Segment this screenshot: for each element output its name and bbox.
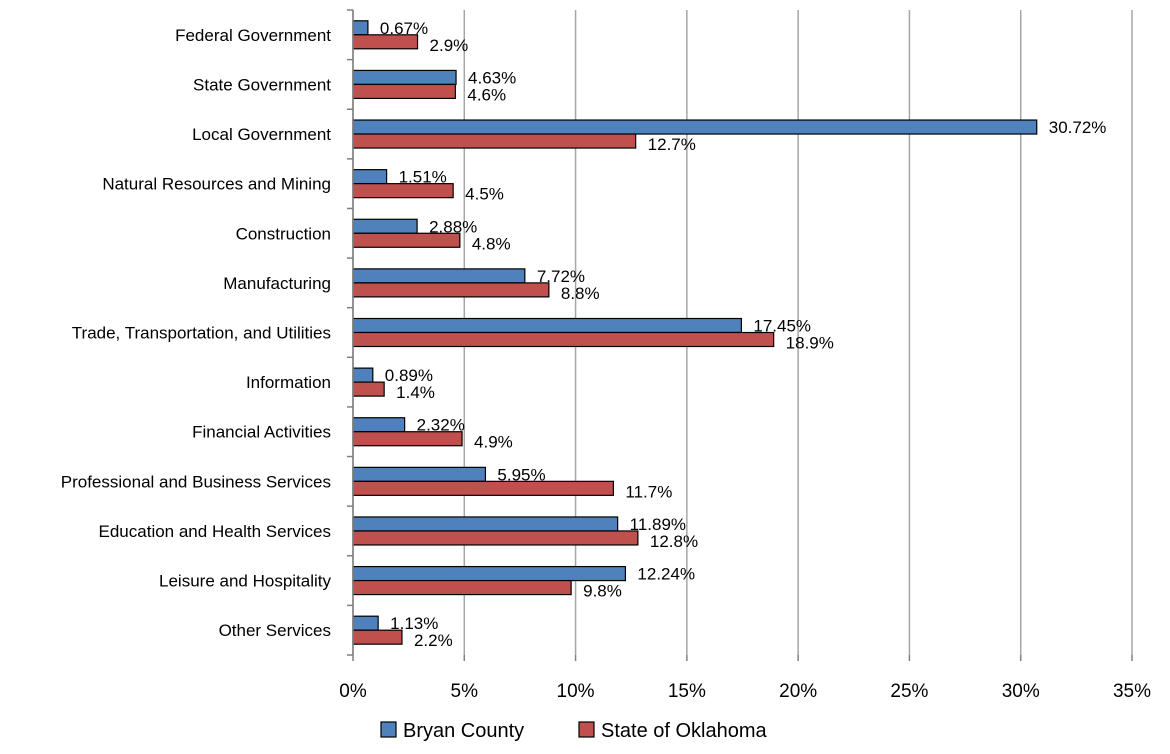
- data-label: 4.63%: [468, 68, 516, 87]
- bar-bryan-county: [352, 169, 388, 185]
- category-label: Other Services: [219, 621, 331, 640]
- legend-label: Bryan County: [403, 720, 524, 742]
- data-label: 12.7%: [648, 135, 696, 154]
- data-label: 12.24%: [637, 565, 695, 584]
- category-label: Financial Activities: [192, 423, 331, 442]
- data-label: 5.95%: [497, 465, 545, 484]
- data-label: 11.89%: [630, 515, 686, 534]
- data-label: 1.51%: [399, 168, 447, 187]
- data-label: 4.6%: [467, 85, 506, 104]
- category-label: Federal Government: [175, 26, 331, 45]
- data-label: 4.9%: [474, 433, 513, 452]
- bar-state-of-oklahoma: [352, 133, 637, 149]
- axis-layer: 0% 5% 10% 15% 20% 25% 30% 35% Federal Government…: [61, 9, 1151, 702]
- x-tick-label: 30%: [1002, 681, 1040, 702]
- category-label: Local Government: [192, 125, 331, 144]
- bar-state-of-oklahoma: [352, 480, 615, 496]
- bars-layer: [352, 20, 1038, 645]
- bar-state-of-oklahoma: [352, 282, 550, 298]
- x-tick-label: 5%: [451, 681, 479, 702]
- data-label: 11.7%: [625, 482, 672, 501]
- x-tick-label: 25%: [890, 681, 928, 702]
- x-tick-label: 15%: [668, 681, 706, 702]
- x-tick-label: 0%: [339, 681, 367, 702]
- bar-bryan-county: [352, 417, 406, 433]
- bar-bryan-county: [352, 119, 1038, 135]
- bar-state-of-oklahoma: [352, 579, 572, 596]
- bar-bryan-county: [352, 317, 742, 334]
- category-label: Professional and Business Services: [61, 472, 331, 491]
- bar-state-of-oklahoma: [352, 83, 456, 100]
- data-label: 7.72%: [537, 267, 585, 286]
- data-label: 9.8%: [583, 582, 622, 601]
- legend: Bryan County State of Oklahoma: [380, 720, 768, 742]
- bar-bryan-county: [352, 20, 369, 36]
- x-tick-label: 10%: [557, 681, 595, 702]
- bar-state-of-oklahoma: [352, 530, 639, 546]
- bar-bryan-county: [352, 367, 374, 383]
- category-label: Natural Resources and Mining: [102, 175, 331, 194]
- data-label: 18.9%: [786, 334, 834, 353]
- data-label: 0.89%: [385, 366, 433, 385]
- x-tick-label: 35%: [1113, 681, 1151, 702]
- category-label: Construction: [236, 224, 331, 243]
- category-label: Leisure and Hospitality: [159, 572, 331, 591]
- data-label: 30.72%: [1049, 118, 1107, 137]
- bar-bryan-county: [352, 268, 526, 284]
- labels-layer: 0.67%2.9% 4.63%4.6% 30.72% 12.7% 1.51% 4.5% 2.…: [380, 19, 1106, 650]
- data-label: 1.13%: [390, 614, 438, 633]
- data-label: 2.32%: [417, 416, 465, 435]
- data-label: 2.2%: [414, 631, 453, 650]
- legend-swatch-bryan-county: [380, 721, 397, 738]
- legend-swatch-state-of-oklahoma: [578, 721, 595, 738]
- category-label: Manufacturing: [223, 274, 331, 293]
- x-tick-label: 20%: [779, 681, 817, 702]
- data-label: 4.8%: [472, 234, 511, 253]
- data-label: 2.88%: [429, 217, 477, 236]
- bar-state-of-oklahoma: [352, 381, 385, 397]
- bar-state-of-oklahoma: [352, 331, 775, 348]
- data-label: 2.9%: [430, 36, 469, 55]
- category-label: State Government: [193, 75, 331, 94]
- category-label: Education and Health Services: [99, 522, 331, 541]
- category-label: Trade, Transportation, and Utilities: [72, 324, 331, 343]
- data-label: 12.8%: [650, 532, 698, 551]
- data-label: 0.67%: [380, 19, 428, 38]
- bar-bryan-county: [352, 218, 418, 234]
- data-label: 1.4%: [396, 383, 435, 402]
- category-label: Information: [246, 373, 331, 392]
- data-label: 8.8%: [561, 284, 600, 303]
- data-label: 17.45%: [753, 317, 811, 336]
- bar-bryan-county: [352, 69, 457, 86]
- bar-bryan-county: [352, 565, 627, 582]
- bar-bryan-county: [352, 466, 487, 482]
- legend-label: State of Oklahoma: [601, 720, 768, 742]
- bar-bryan-county: [352, 615, 379, 631]
- bar-bryan-county: [352, 516, 619, 532]
- data-label: 4.5%: [465, 185, 504, 204]
